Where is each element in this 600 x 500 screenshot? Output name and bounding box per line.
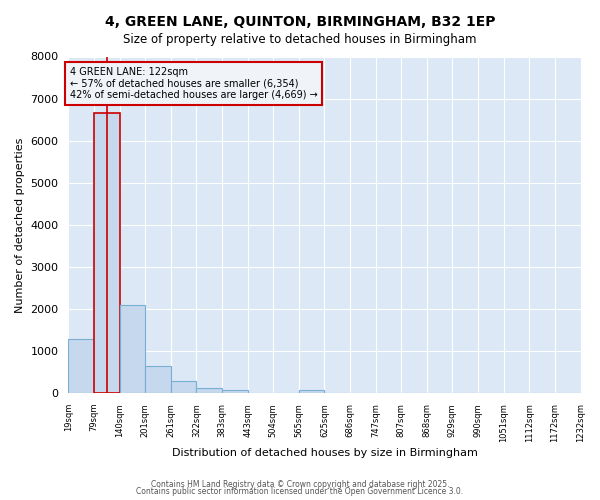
Bar bbox=[145, 366, 171, 393]
Bar bbox=[119, 305, 145, 393]
Bar bbox=[299, 390, 325, 393]
Text: Contains HM Land Registry data © Crown copyright and database right 2025.: Contains HM Land Registry data © Crown c… bbox=[151, 480, 449, 489]
X-axis label: Distribution of detached houses by size in Birmingham: Distribution of detached houses by size … bbox=[172, 448, 478, 458]
Text: 4 GREEN LANE: 122sqm
← 57% of detached houses are smaller (6,354)
42% of semi-de: 4 GREEN LANE: 122sqm ← 57% of detached h… bbox=[70, 67, 317, 100]
Bar bbox=[171, 380, 196, 393]
Bar bbox=[222, 390, 248, 393]
Y-axis label: Number of detached properties: Number of detached properties bbox=[15, 137, 25, 312]
Text: 4, GREEN LANE, QUINTON, BIRMINGHAM, B32 1EP: 4, GREEN LANE, QUINTON, BIRMINGHAM, B32 … bbox=[105, 15, 495, 29]
Text: Size of property relative to detached houses in Birmingham: Size of property relative to detached ho… bbox=[123, 32, 477, 46]
Bar bbox=[196, 388, 222, 393]
Bar bbox=[94, 114, 119, 393]
Text: Contains public sector information licensed under the Open Government Licence 3.: Contains public sector information licen… bbox=[136, 488, 464, 496]
Bar bbox=[68, 338, 94, 393]
